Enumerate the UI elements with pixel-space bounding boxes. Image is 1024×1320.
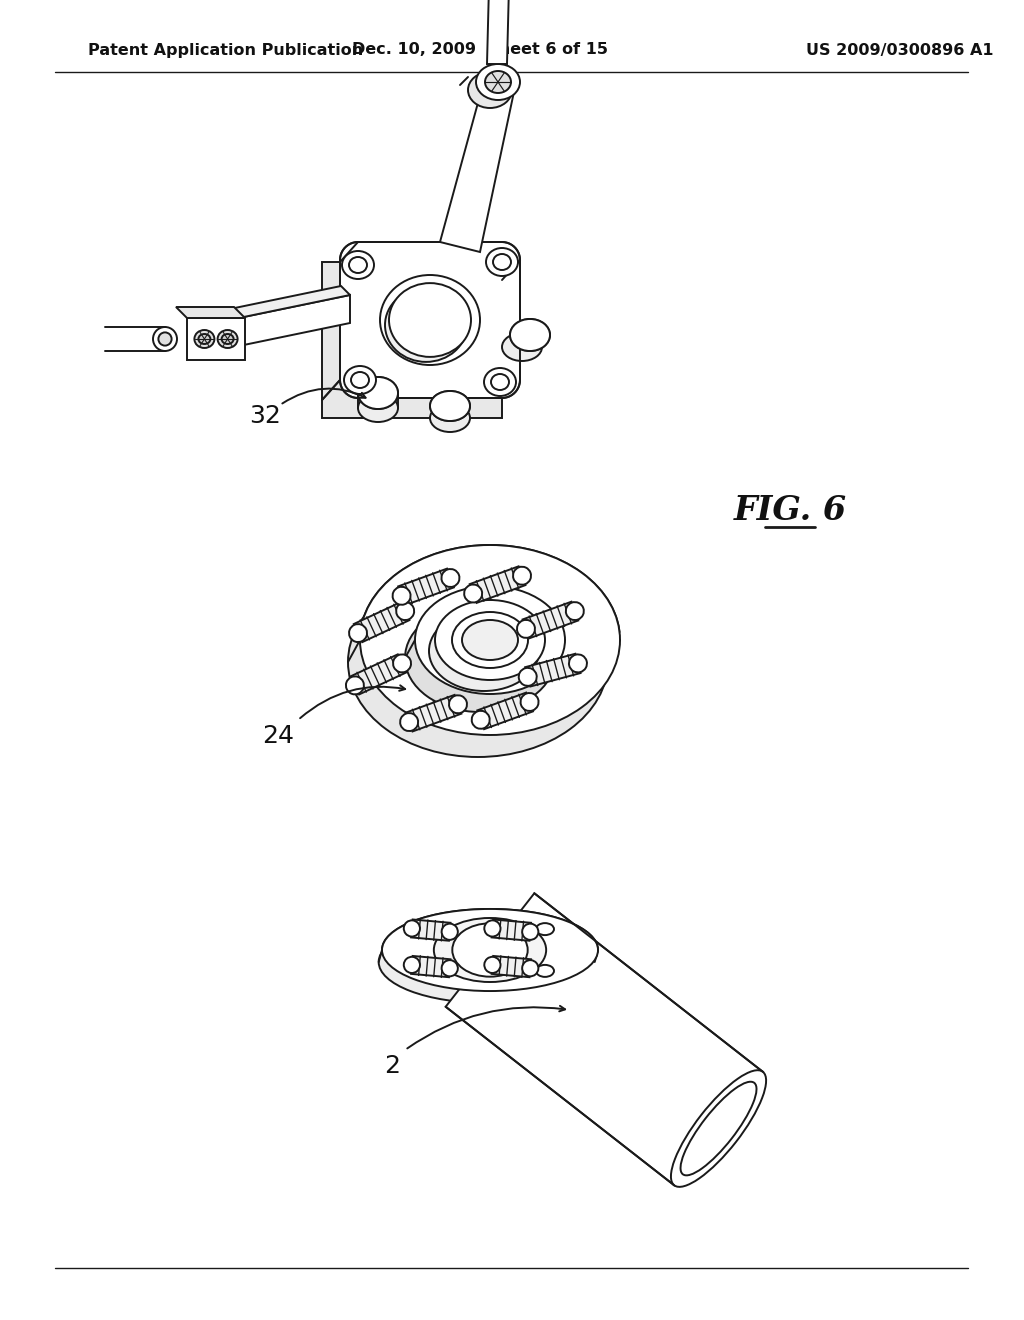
Polygon shape <box>205 294 350 352</box>
Polygon shape <box>492 920 531 941</box>
Ellipse shape <box>346 676 364 694</box>
Polygon shape <box>187 318 245 360</box>
Polygon shape <box>470 566 525 603</box>
Ellipse shape <box>441 569 460 587</box>
Polygon shape <box>411 920 451 941</box>
Polygon shape <box>176 308 245 318</box>
Ellipse shape <box>358 393 398 422</box>
Polygon shape <box>340 242 520 399</box>
Ellipse shape <box>519 668 537 686</box>
Ellipse shape <box>453 923 527 977</box>
Ellipse shape <box>426 923 444 935</box>
Ellipse shape <box>490 374 509 389</box>
Ellipse shape <box>430 391 470 421</box>
Ellipse shape <box>393 655 411 672</box>
Ellipse shape <box>449 696 467 713</box>
Ellipse shape <box>360 545 620 735</box>
Text: Patent Application Publication: Patent Application Publication <box>88 42 364 58</box>
Polygon shape <box>522 602 579 639</box>
Ellipse shape <box>153 327 177 351</box>
Ellipse shape <box>435 601 545 680</box>
Ellipse shape <box>569 655 587 672</box>
Polygon shape <box>406 694 462 731</box>
Ellipse shape <box>348 568 608 756</box>
Text: US 2009/0300896 A1: US 2009/0300896 A1 <box>806 42 993 58</box>
Ellipse shape <box>484 920 501 937</box>
Ellipse shape <box>429 611 539 690</box>
Ellipse shape <box>441 960 458 977</box>
Ellipse shape <box>342 251 374 279</box>
Polygon shape <box>487 0 511 63</box>
Ellipse shape <box>484 957 501 973</box>
Ellipse shape <box>382 909 598 991</box>
Ellipse shape <box>681 1081 757 1175</box>
Ellipse shape <box>464 585 482 602</box>
Ellipse shape <box>406 605 555 711</box>
Ellipse shape <box>403 920 420 937</box>
Polygon shape <box>354 602 410 642</box>
Polygon shape <box>445 894 763 1185</box>
Ellipse shape <box>434 917 546 982</box>
Text: 2: 2 <box>384 1053 400 1078</box>
Ellipse shape <box>358 378 398 409</box>
Ellipse shape <box>403 957 420 973</box>
Ellipse shape <box>349 257 367 273</box>
Text: Dec. 10, 2009  Sheet 6 of 15: Dec. 10, 2009 Sheet 6 of 15 <box>352 42 608 58</box>
Polygon shape <box>350 655 407 694</box>
Text: 24: 24 <box>262 723 294 748</box>
Ellipse shape <box>502 333 542 360</box>
Ellipse shape <box>493 253 511 271</box>
Polygon shape <box>196 286 350 325</box>
Ellipse shape <box>379 921 595 1003</box>
Ellipse shape <box>671 1071 766 1187</box>
Text: 32: 32 <box>249 404 281 428</box>
Ellipse shape <box>520 693 539 711</box>
Ellipse shape <box>349 624 367 642</box>
Ellipse shape <box>566 602 584 620</box>
Ellipse shape <box>159 333 172 346</box>
Ellipse shape <box>195 330 214 348</box>
Ellipse shape <box>217 330 238 348</box>
Ellipse shape <box>462 620 518 660</box>
Ellipse shape <box>485 71 511 92</box>
Polygon shape <box>477 693 532 729</box>
Ellipse shape <box>422 964 439 975</box>
Polygon shape <box>440 77 515 252</box>
Ellipse shape <box>344 366 376 393</box>
Ellipse shape <box>400 713 418 731</box>
Ellipse shape <box>415 586 565 694</box>
Text: FIG. 6: FIG. 6 <box>733 494 847 527</box>
Ellipse shape <box>536 923 554 935</box>
Ellipse shape <box>389 282 471 356</box>
Ellipse shape <box>486 248 518 276</box>
Polygon shape <box>492 956 531 977</box>
Ellipse shape <box>517 620 535 638</box>
Ellipse shape <box>510 319 550 351</box>
Ellipse shape <box>221 334 233 345</box>
Ellipse shape <box>351 372 369 388</box>
Ellipse shape <box>472 710 489 729</box>
Ellipse shape <box>510 319 550 351</box>
Ellipse shape <box>484 368 516 396</box>
Ellipse shape <box>396 602 414 620</box>
Ellipse shape <box>430 391 470 421</box>
Ellipse shape <box>385 288 467 362</box>
Ellipse shape <box>522 960 539 977</box>
Ellipse shape <box>392 587 411 605</box>
Ellipse shape <box>358 378 398 409</box>
Polygon shape <box>411 956 451 977</box>
Polygon shape <box>398 569 454 605</box>
Ellipse shape <box>441 924 458 940</box>
Ellipse shape <box>476 63 520 100</box>
Ellipse shape <box>199 334 210 345</box>
Ellipse shape <box>430 404 470 432</box>
Ellipse shape <box>536 965 554 977</box>
Ellipse shape <box>452 612 528 668</box>
Polygon shape <box>322 261 502 418</box>
Ellipse shape <box>513 566 531 585</box>
Polygon shape <box>525 653 581 686</box>
Ellipse shape <box>468 73 512 108</box>
Ellipse shape <box>522 924 539 940</box>
Ellipse shape <box>380 275 480 366</box>
